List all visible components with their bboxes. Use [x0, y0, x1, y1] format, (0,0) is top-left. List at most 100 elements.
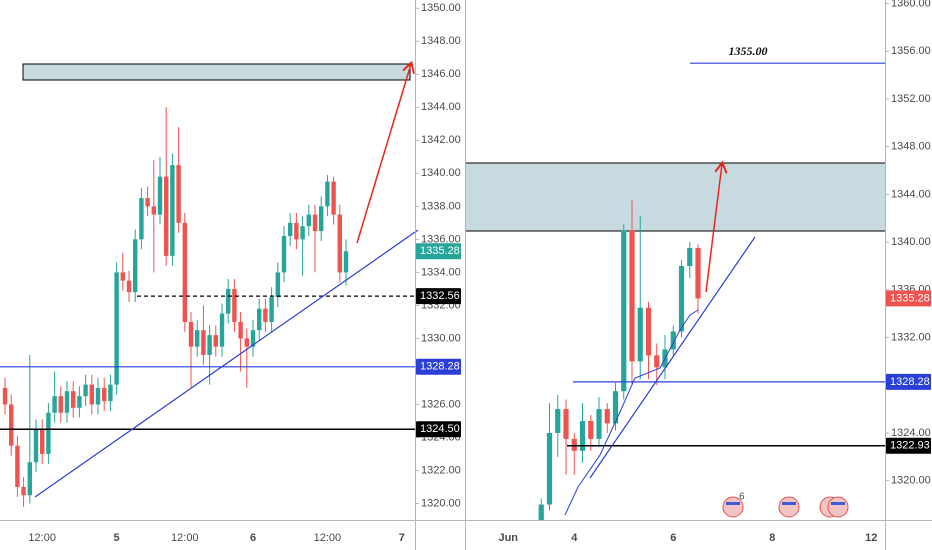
candle-body — [71, 391, 76, 408]
right-arrow — [705, 164, 722, 293]
y-tick-label: 1334.00 — [421, 266, 461, 278]
y-tick-label: 1348.00 — [891, 141, 931, 153]
y-tick-label: 1344.00 — [421, 101, 461, 113]
candle-body — [52, 396, 57, 413]
y-tick-label: 1324.00 — [891, 427, 931, 439]
left-plot — [0, 107, 415, 507]
candle-body — [325, 181, 330, 207]
right-trendline — [589, 236, 756, 479]
y-tick-label: 1330.00 — [421, 332, 461, 344]
candle-body — [232, 288, 237, 322]
y-tick-label: 1344.00 — [891, 188, 931, 200]
candle-body — [9, 404, 14, 446]
candle-body — [269, 297, 274, 322]
candle-body — [319, 206, 324, 232]
candle-body — [151, 206, 156, 215]
candle-body — [331, 181, 336, 215]
x-tick-label: 5 — [114, 532, 120, 544]
price-level-label: 1324.50 — [420, 423, 460, 435]
candle-body — [207, 335, 212, 355]
price-level-label: 1322.93 — [890, 440, 930, 452]
y-tick-label: 1348.00 — [421, 35, 461, 47]
candle-body — [343, 251, 349, 273]
candle-body — [588, 421, 594, 439]
candle-body — [102, 387, 107, 402]
candle-body — [164, 176, 169, 256]
price-level-tag — [416, 421, 461, 438]
event-count: 6 — [739, 492, 745, 503]
candle-body — [687, 248, 693, 266]
price-level-label: 1328.28 — [420, 361, 460, 373]
last-price-label: 1335.28 — [420, 245, 460, 257]
candle-body — [157, 176, 163, 215]
candle-body — [579, 421, 586, 451]
candle-body — [89, 384, 94, 405]
candle-body — [58, 396, 63, 413]
price-level-label: 1332.56 — [420, 290, 460, 302]
candle-body — [312, 214, 318, 232]
candle-body — [300, 226, 305, 240]
left-trendline — [34, 229, 419, 498]
candle-body — [126, 280, 132, 293]
candle-body — [654, 355, 660, 368]
candle-body — [257, 308, 262, 331]
candle-body — [46, 412, 51, 454]
y-tick-label: 1326.00 — [421, 398, 461, 410]
candle-body — [40, 429, 45, 454]
candle-body — [219, 313, 225, 347]
candle-body — [275, 272, 280, 298]
candle-body — [244, 338, 249, 347]
candle-body — [27, 462, 32, 496]
candle-body — [139, 198, 144, 240]
y-tick-label: 1320.00 — [891, 475, 931, 487]
candle-body — [108, 384, 113, 402]
candle-body — [64, 391, 70, 413]
y-tick-label: 1340.00 — [421, 167, 461, 179]
candle-body — [176, 165, 181, 223]
x-tick-label: 8 — [769, 532, 775, 544]
candle-body — [604, 409, 610, 424]
price-level-tag — [886, 437, 931, 454]
last-price-tag — [416, 243, 461, 260]
candle-body — [678, 265, 685, 332]
candle-body — [555, 409, 561, 433]
x-tick-label: 6 — [670, 532, 676, 544]
y-tick-label: 1342.00 — [421, 134, 461, 146]
candle-body — [563, 409, 569, 439]
price-level-note: 1355.00 — [729, 44, 768, 58]
right-average-line — [564, 309, 699, 516]
last-price-label: 1335.28 — [890, 292, 930, 304]
last-price-tag — [886, 290, 931, 307]
x-tick-label: 6 — [250, 532, 256, 544]
y-tick-label: 1356.00 — [891, 45, 931, 57]
candle-body — [201, 330, 206, 355]
candle-body — [95, 387, 101, 405]
candle-body — [629, 230, 635, 362]
price-level-tag — [416, 288, 461, 305]
candle-body — [695, 248, 701, 299]
left-arrow — [356, 64, 411, 244]
y-tick-label: 1352.00 — [891, 93, 931, 105]
candle-body — [170, 165, 175, 256]
price-level-tag — [416, 358, 461, 375]
y-tick-label: 1338.00 — [421, 200, 461, 212]
candle-body — [250, 330, 256, 347]
candle-body — [612, 391, 619, 424]
y-tick-label: 1336.00 — [421, 233, 461, 245]
x-tick-label: 7 — [399, 532, 405, 544]
candle-body — [188, 321, 194, 347]
event-icons — [722, 496, 849, 518]
y-tick-label: 1346.00 — [421, 68, 461, 80]
y-tick-label: 1350.00 — [421, 2, 461, 14]
x-tick-label: Jun — [498, 532, 518, 544]
left-zone — [22, 63, 411, 81]
candle-body — [213, 335, 218, 347]
candle-body — [337, 214, 342, 273]
y-tick-label: 1320.00 — [421, 497, 461, 509]
price-level-label: 1328.28 — [890, 376, 930, 388]
y-tick-label: 1360.00 — [891, 0, 931, 9]
candle-body — [571, 438, 577, 451]
x-tick-label: 4 — [571, 532, 578, 544]
right-plot — [538, 62, 885, 520]
x-tick-label: 12:00 — [171, 532, 199, 544]
